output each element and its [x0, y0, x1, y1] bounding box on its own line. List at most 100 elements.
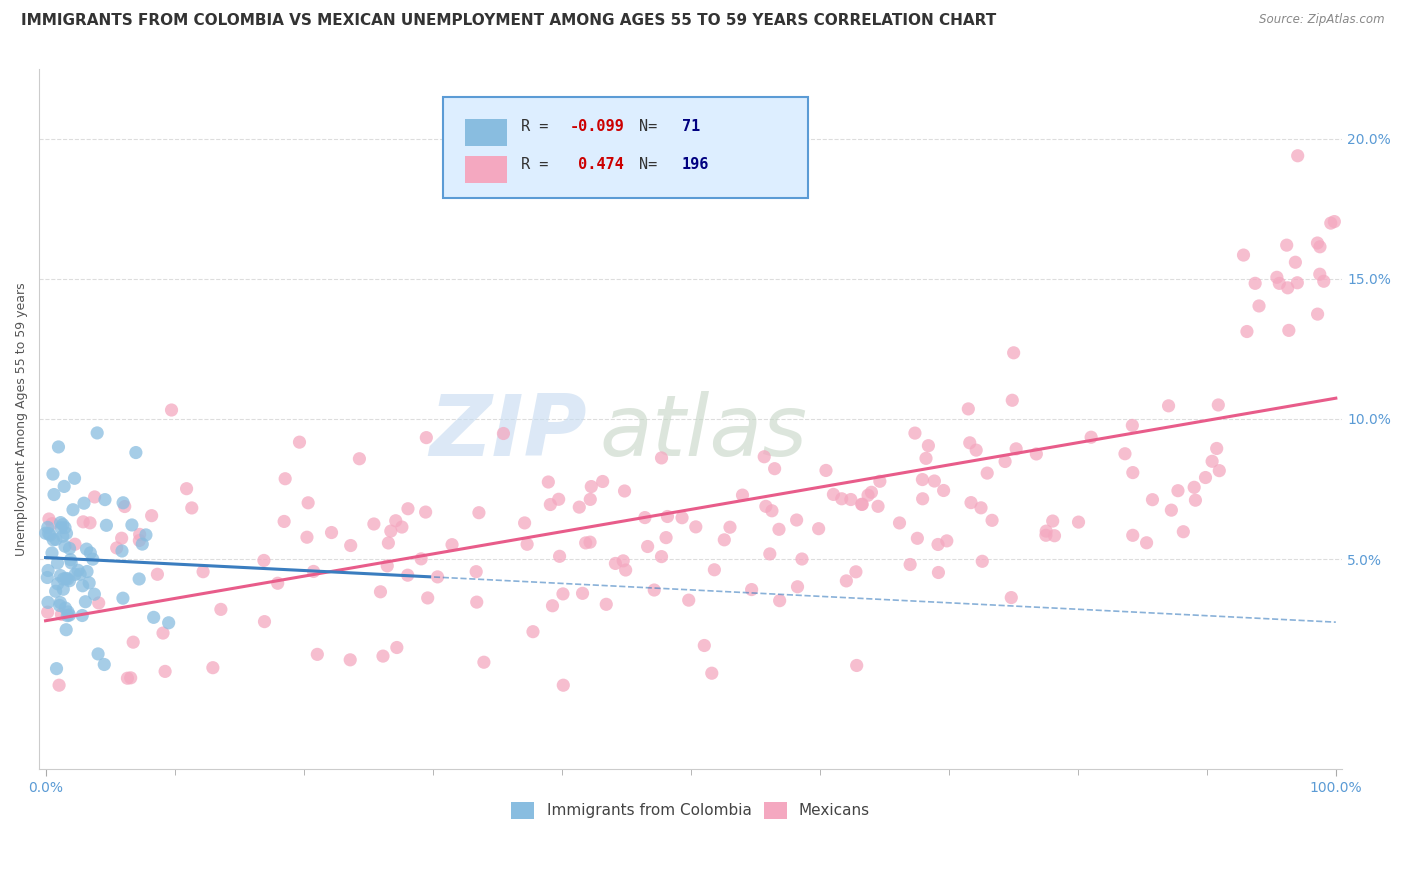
Point	[72, 515, 94, 529]
Point	[927, 537, 949, 551]
Point	[634, 510, 657, 524]
Point	[39, 528, 62, 542]
Point	[1268, 277, 1291, 291]
Point	[1035, 528, 1057, 542]
Point	[77, 575, 100, 590]
Point	[157, 615, 180, 630]
Point	[1201, 454, 1223, 468]
Point	[700, 666, 723, 681]
Point	[45, 662, 67, 676]
Point	[790, 552, 813, 566]
Point	[370, 584, 392, 599]
Point	[547, 492, 569, 507]
Point	[1035, 524, 1057, 538]
Point	[55, 571, 77, 585]
Point	[981, 513, 1004, 527]
Point	[396, 568, 419, 582]
Point	[1160, 503, 1182, 517]
Point	[396, 501, 419, 516]
Point	[56, 608, 79, 623]
Point	[1080, 430, 1102, 444]
Point	[87, 596, 110, 610]
Point	[1208, 398, 1230, 412]
Point	[905, 531, 928, 545]
Point	[1005, 442, 1028, 456]
Point	[79, 516, 101, 530]
Point	[915, 451, 938, 466]
Point	[288, 435, 311, 450]
Point	[713, 533, 735, 547]
Point	[55, 601, 77, 615]
Point	[128, 527, 150, 541]
Point	[845, 658, 868, 673]
Point	[93, 657, 115, 672]
Point	[1278, 323, 1301, 337]
Point	[146, 567, 169, 582]
Point	[37, 605, 59, 619]
Point	[46, 576, 69, 591]
Point	[112, 496, 135, 510]
FancyBboxPatch shape	[443, 96, 808, 198]
Point	[1042, 514, 1064, 528]
Point	[1244, 277, 1267, 291]
Point	[612, 554, 634, 568]
Point	[845, 565, 868, 579]
Point	[1002, 346, 1025, 360]
Point	[111, 531, 134, 545]
Text: N=: N=	[638, 157, 666, 172]
FancyBboxPatch shape	[465, 156, 508, 183]
Point	[83, 587, 105, 601]
Point	[363, 516, 385, 531]
Point	[75, 595, 97, 609]
Text: -0.099: -0.099	[569, 120, 624, 134]
Point	[160, 403, 183, 417]
Point	[96, 518, 118, 533]
Point	[295, 530, 318, 544]
Point	[1122, 528, 1144, 542]
Point	[60, 556, 83, 570]
Point	[786, 580, 808, 594]
Point	[62, 502, 84, 516]
Point	[349, 451, 371, 466]
Point	[731, 488, 754, 502]
Point	[650, 549, 672, 564]
Point	[321, 525, 343, 540]
Point	[176, 482, 198, 496]
Point	[657, 509, 679, 524]
Point	[807, 522, 830, 536]
Point	[693, 639, 716, 653]
Point	[307, 648, 329, 662]
Point	[1000, 591, 1022, 605]
Point	[965, 443, 987, 458]
Point	[153, 665, 176, 679]
Text: 0.474: 0.474	[569, 157, 624, 172]
Point	[302, 565, 325, 579]
Point	[70, 608, 93, 623]
Point	[1067, 515, 1090, 529]
Point	[34, 526, 56, 541]
Point	[339, 653, 361, 667]
Point	[41, 516, 63, 531]
Point	[49, 568, 72, 582]
Point	[48, 440, 70, 454]
Point	[105, 541, 128, 555]
Point	[339, 539, 361, 553]
Point	[1157, 399, 1180, 413]
Point	[121, 518, 143, 533]
Point	[538, 498, 561, 512]
Point	[924, 474, 946, 488]
Point	[49, 516, 72, 530]
Point	[385, 640, 408, 655]
Point	[42, 533, 65, 547]
Point	[86, 425, 108, 440]
Point	[786, 513, 808, 527]
Point	[426, 570, 449, 584]
Point	[927, 566, 949, 580]
Point	[465, 595, 488, 609]
Point	[763, 461, 786, 475]
Point	[516, 537, 538, 551]
Point	[384, 514, 406, 528]
Point	[605, 557, 627, 571]
Point	[180, 500, 202, 515]
Point	[769, 593, 792, 607]
